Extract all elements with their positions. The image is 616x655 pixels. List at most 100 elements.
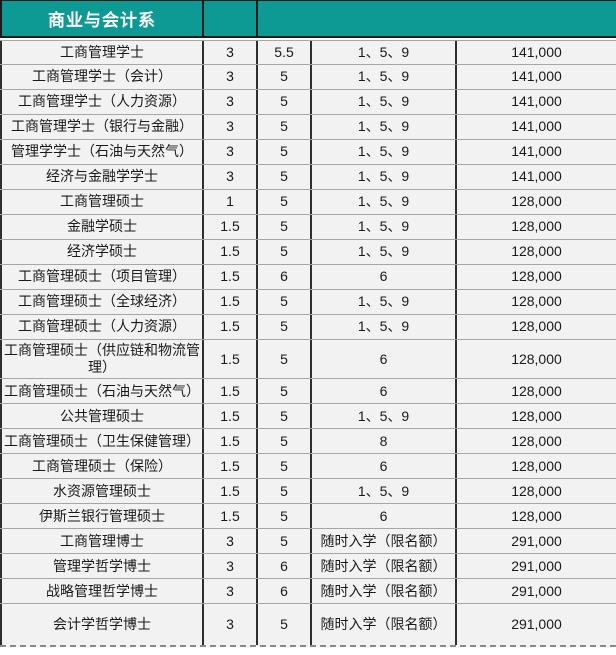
score-cell: 5: [258, 604, 312, 646]
intake-months-cell: 1、5、9: [312, 215, 457, 239]
table-header-row: 商业与会计系: [0, 0, 616, 38]
score-cell: 6: [258, 554, 312, 579]
program-name-cell: 公共管理硕士: [0, 404, 204, 429]
duration-cell: 1.5: [204, 404, 258, 429]
duration-cell: 3: [204, 115, 258, 139]
table-row: 工商管理硕士（项目管理） 1.5 6 6 128,000: [0, 265, 616, 290]
table-row: 管理学学士（石油与天然气） 3 5 1、5、9 141,000: [0, 140, 616, 165]
table-row: 管理学哲学博士 3 6 随时入学（限名额） 291,000: [0, 554, 616, 580]
score-cell: 5: [258, 454, 312, 479]
table-row: 水资源管理硕士 1.5 5 1、5、9 128,000: [0, 479, 616, 505]
duration-cell: 3: [204, 165, 258, 189]
table-body: 工商管理学士 3 5.5 1、5、9 141,000 工商管理学士（会计） 3 …: [0, 40, 616, 648]
program-name-cell: 工商管理博士: [0, 529, 204, 554]
fee-cell: 128,000: [511, 318, 562, 335]
intake-months-cell: 1、5、9: [312, 290, 457, 314]
duration-cell: 1.5: [204, 315, 258, 339]
program-name-cell: 战略管理哲学博士: [0, 579, 204, 604]
table-row: 金融学硕士 1.5 5 1、5、9 128,000: [0, 215, 616, 240]
duration-cell: 3: [204, 554, 258, 579]
intake-months-cell: 6: [312, 454, 457, 479]
intake-months-cell: 1、5、9: [312, 404, 457, 429]
intake-months-cell: 随时入学（限名额）: [312, 554, 457, 579]
fee-cell: 128,000: [511, 293, 562, 310]
duration-cell: 3: [204, 41, 258, 64]
score-cell: 5: [258, 140, 312, 164]
fee-cell: 128,000: [511, 268, 562, 285]
header-empty-merged-cell: [258, 1, 616, 36]
duration-cell: 3: [204, 140, 258, 164]
program-name-cell: 工商管理学士（人力资源）: [0, 90, 204, 114]
score-cell: 5: [258, 379, 312, 404]
fee-cell: 141,000: [511, 68, 562, 85]
fee-cell: 141,000: [511, 168, 562, 185]
duration-cell: 1.5: [204, 290, 258, 314]
intake-months-cell: 1、5、9: [312, 140, 457, 164]
table-row: 公共管理硕士 1.5 5 1、5、9 128,000: [0, 404, 616, 430]
score-cell: 5: [258, 315, 312, 339]
fee-cell: 128,000: [511, 350, 562, 367]
program-name-cell: 工商管理硕士: [0, 190, 204, 214]
score-cell: 5: [258, 115, 312, 139]
program-name-cell: 水资源管理硕士: [0, 479, 204, 504]
intake-months-cell: 1、5、9: [312, 165, 457, 189]
fee-cell: 291,000: [511, 557, 562, 574]
intake-months-cell: 1、5、9: [312, 315, 457, 339]
fee-cell: 128,000: [511, 482, 562, 499]
intake-months-cell: 1、5、9: [312, 90, 457, 114]
fee-cell: 291,000: [511, 616, 562, 633]
program-name-cell: 工商管理硕士（保险）: [0, 454, 204, 479]
duration-cell: 3: [204, 90, 258, 114]
program-name-cell: 伊斯兰银行管理硕士: [0, 504, 204, 529]
fee-cell: 128,000: [511, 432, 562, 449]
score-cell: 5: [258, 404, 312, 429]
fee-cell: 128,000: [511, 218, 562, 235]
table-row: 经济与金融学学士 3 5 1、5、9 141,000: [0, 165, 616, 190]
score-cell: 5: [258, 429, 312, 454]
duration-cell: 1.5: [204, 504, 258, 529]
duration-cell: 1.5: [204, 379, 258, 404]
duration-cell: 1.5: [204, 215, 258, 239]
fee-cell: 128,000: [511, 193, 562, 210]
score-cell: 5.5: [258, 41, 312, 64]
intake-months-cell: 8: [312, 429, 457, 454]
score-cell: 5: [258, 65, 312, 89]
table-row: 工商管理硕士 1 5 1、5、9 128,000: [0, 190, 616, 215]
duration-cell: 1: [204, 190, 258, 214]
fee-cell: 141,000: [511, 43, 562, 60]
fee-cell: 128,000: [511, 507, 562, 524]
program-name-cell: 金融学硕士: [0, 215, 204, 239]
intake-months-cell: 1、5、9: [312, 115, 457, 139]
fee-cell: 291,000: [511, 582, 562, 599]
intake-months-cell: 6: [312, 265, 457, 289]
duration-cell: 3: [204, 579, 258, 604]
table-row: 战略管理哲学博士 3 6 随时入学（限名额） 291,000: [0, 579, 616, 605]
duration-cell: 1.5: [204, 265, 258, 289]
program-name-cell: 工商管理学士: [0, 41, 204, 64]
score-cell: 6: [258, 579, 312, 604]
department-title: 商业与会计系: [0, 1, 204, 36]
score-cell: 5: [258, 165, 312, 189]
duration-cell: 1.5: [204, 240, 258, 264]
intake-months-cell: 1、5、9: [312, 479, 457, 504]
program-name-cell: 管理学哲学博士: [0, 554, 204, 579]
table-row: 工商管理博士 3 5 随时入学（限名额） 291,000: [0, 529, 616, 555]
intake-months-cell: 1、5、9: [312, 240, 457, 264]
score-cell: 5: [258, 240, 312, 264]
fee-cell: 141,000: [511, 143, 562, 160]
program-name-cell: 工商管理硕士（全球经济）: [0, 290, 204, 314]
intake-months-cell: 随时入学（限名额）: [312, 579, 457, 604]
fee-cell: 141,000: [511, 118, 562, 135]
intake-months-cell: 随时入学（限名额）: [312, 529, 457, 554]
program-name-cell: 工商管理学士（会计）: [0, 65, 204, 89]
score-cell: 5: [258, 479, 312, 504]
table-row: 工商管理学士（人力资源） 3 5 1、5、9 141,000: [0, 90, 616, 115]
score-cell: 5: [258, 290, 312, 314]
program-name-cell: 工商管理硕士（卫生保健管理）: [0, 429, 204, 454]
fee-cell: 128,000: [511, 457, 562, 474]
score-cell: 5: [258, 340, 312, 379]
score-cell: 6: [258, 265, 312, 289]
program-name-cell: 经济与金融学学士: [0, 165, 204, 189]
duration-cell: 1.5: [204, 340, 258, 379]
